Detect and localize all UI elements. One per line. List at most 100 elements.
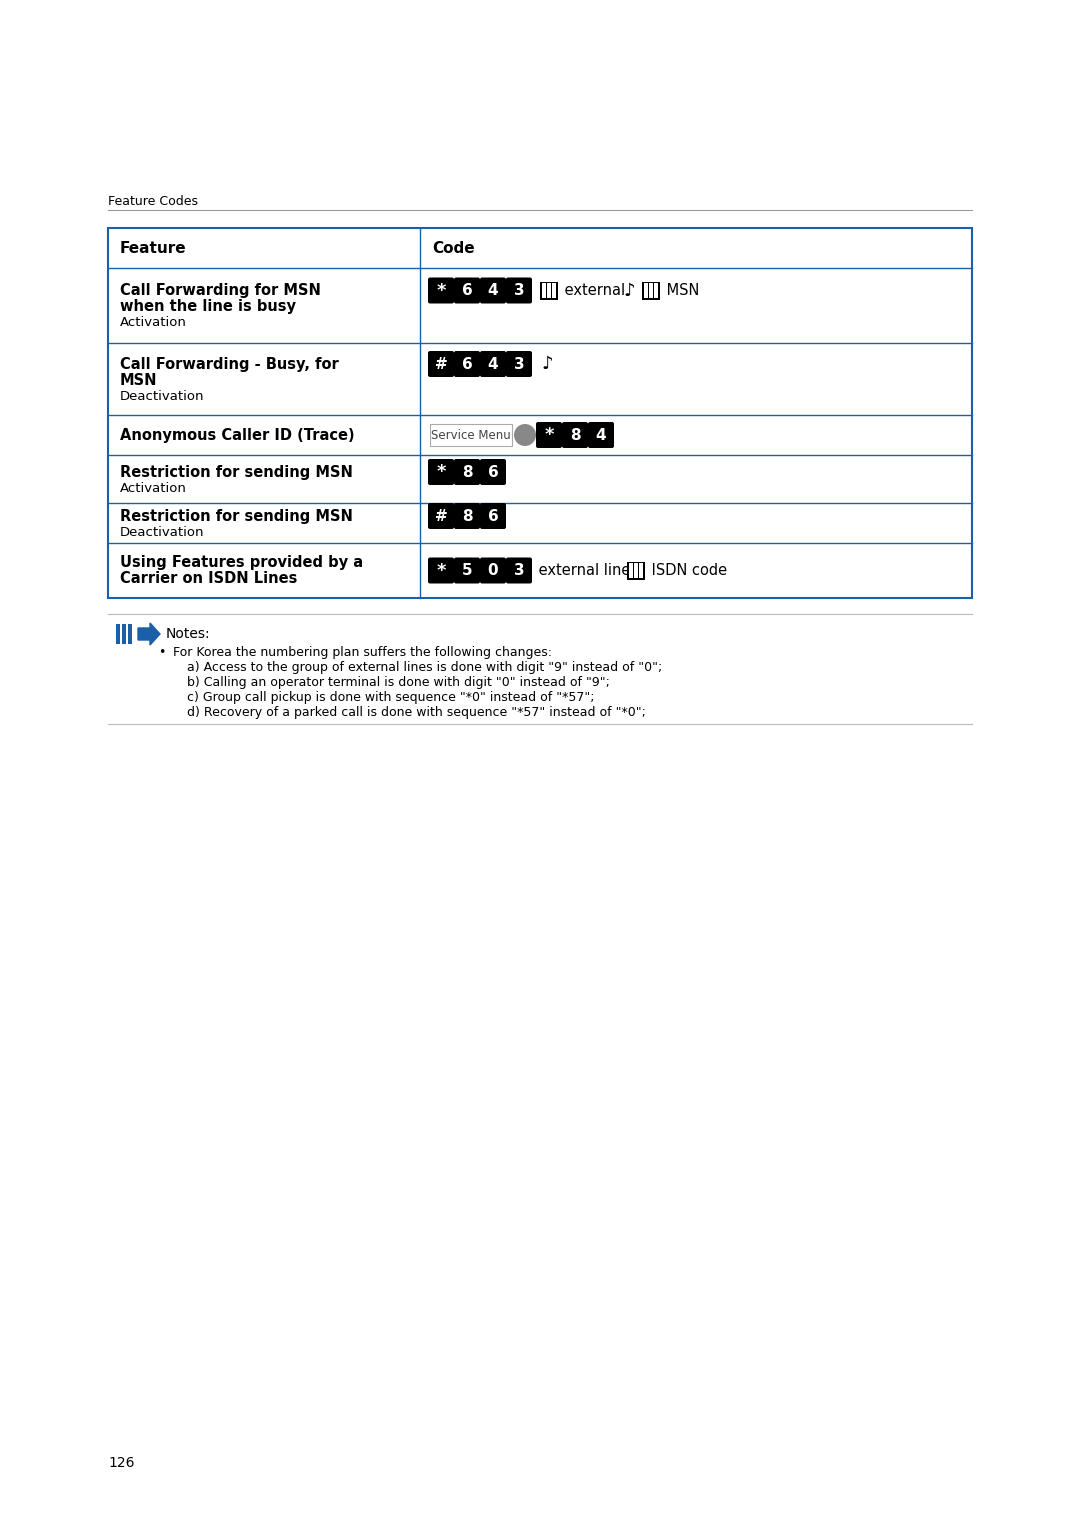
Text: Restriction for sending MSN: Restriction for sending MSN <box>120 465 353 480</box>
FancyBboxPatch shape <box>480 278 507 304</box>
FancyBboxPatch shape <box>562 422 588 448</box>
Text: #: # <box>434 356 447 371</box>
Text: when the line is busy: when the line is busy <box>120 299 296 313</box>
FancyBboxPatch shape <box>428 458 454 484</box>
Text: *: * <box>544 426 554 445</box>
Text: *: * <box>436 281 446 299</box>
Text: 6: 6 <box>488 465 498 480</box>
FancyBboxPatch shape <box>507 558 532 584</box>
Text: external: external <box>561 283 630 298</box>
Polygon shape <box>138 623 160 645</box>
Bar <box>552 293 556 298</box>
Text: Anonymous Caller ID (Trace): Anonymous Caller ID (Trace) <box>120 428 354 443</box>
Text: Carrier on ISDN Lines: Carrier on ISDN Lines <box>120 571 297 587</box>
Text: 3: 3 <box>514 562 524 578</box>
Bar <box>546 293 551 298</box>
FancyBboxPatch shape <box>454 351 480 377</box>
Bar <box>634 564 638 568</box>
Bar <box>629 573 633 578</box>
Text: 5: 5 <box>461 562 472 578</box>
Text: 8: 8 <box>461 465 472 480</box>
Text: 4: 4 <box>488 356 498 371</box>
Text: d) Recovery of a parked call is done with sequence "*57" instead of "*0";: d) Recovery of a parked call is done wit… <box>187 706 646 718</box>
FancyBboxPatch shape <box>428 503 454 529</box>
FancyBboxPatch shape <box>507 278 532 304</box>
Text: b) Calling an operator terminal is done with digit "0" instead of "9";: b) Calling an operator terminal is done … <box>187 675 610 689</box>
Bar <box>552 283 556 287</box>
FancyBboxPatch shape <box>480 458 507 484</box>
Bar <box>653 283 658 287</box>
Text: Restriction for sending MSN: Restriction for sending MSN <box>120 509 353 524</box>
Bar <box>122 623 126 643</box>
Bar <box>542 283 546 287</box>
Text: 4: 4 <box>488 283 498 298</box>
FancyBboxPatch shape <box>480 351 507 377</box>
Bar <box>638 568 644 573</box>
Bar <box>653 289 658 293</box>
FancyBboxPatch shape <box>536 422 562 448</box>
Text: 6: 6 <box>461 356 472 371</box>
Bar <box>649 283 653 287</box>
Text: Feature Codes: Feature Codes <box>108 196 198 208</box>
Bar <box>634 568 638 573</box>
Text: a) Access to the group of external lines is done with digit "9" instead of "0";: a) Access to the group of external lines… <box>187 660 662 674</box>
Text: Feature: Feature <box>120 240 187 255</box>
Text: 126: 126 <box>108 1456 135 1470</box>
FancyBboxPatch shape <box>627 561 645 579</box>
FancyBboxPatch shape <box>454 458 480 484</box>
Text: 4: 4 <box>596 428 606 443</box>
Text: Call Forwarding - Busy, for: Call Forwarding - Busy, for <box>120 356 339 371</box>
FancyBboxPatch shape <box>540 281 558 299</box>
Text: *: * <box>436 561 446 579</box>
Bar <box>644 293 648 298</box>
FancyBboxPatch shape <box>454 558 480 584</box>
FancyBboxPatch shape <box>507 351 532 377</box>
FancyBboxPatch shape <box>454 278 480 304</box>
FancyBboxPatch shape <box>428 558 454 584</box>
Bar <box>542 293 546 298</box>
Bar <box>649 293 653 298</box>
Bar <box>638 573 644 578</box>
Text: *: * <box>436 463 446 481</box>
Bar <box>546 289 551 293</box>
Text: 8: 8 <box>461 509 472 524</box>
Bar <box>653 293 658 298</box>
Bar <box>644 289 648 293</box>
Text: Deactivation: Deactivation <box>120 390 204 402</box>
Text: 8: 8 <box>569 428 580 443</box>
Bar <box>634 573 638 578</box>
Bar <box>629 568 633 573</box>
Bar <box>552 289 556 293</box>
FancyBboxPatch shape <box>642 281 660 299</box>
Bar <box>116 623 120 643</box>
Text: Activation: Activation <box>120 481 187 495</box>
Bar <box>542 289 546 293</box>
Text: ♪: ♪ <box>541 354 553 373</box>
Text: 6: 6 <box>488 509 498 524</box>
FancyBboxPatch shape <box>480 503 507 529</box>
Text: 3: 3 <box>514 356 524 371</box>
Text: c) Group call pickup is done with sequence "*0" instead of "*57";: c) Group call pickup is done with sequen… <box>187 691 594 703</box>
Text: MSN: MSN <box>120 373 158 388</box>
FancyBboxPatch shape <box>428 351 454 377</box>
Text: •: • <box>158 645 165 659</box>
Text: Code: Code <box>432 240 474 255</box>
Bar <box>629 564 633 568</box>
Text: MSN: MSN <box>662 283 700 298</box>
Text: Notes:: Notes: <box>166 626 211 642</box>
Text: Call Forwarding for MSN: Call Forwarding for MSN <box>120 283 321 298</box>
Text: For Korea the numbering plan suffers the following changes:: For Korea the numbering plan suffers the… <box>173 645 552 659</box>
Bar <box>546 283 551 287</box>
Bar <box>644 283 648 287</box>
Text: #: # <box>434 509 447 524</box>
Bar <box>649 289 653 293</box>
Text: Deactivation: Deactivation <box>120 526 204 538</box>
Bar <box>638 564 644 568</box>
FancyBboxPatch shape <box>454 503 480 529</box>
Text: ♪: ♪ <box>623 281 635 299</box>
FancyBboxPatch shape <box>428 278 454 304</box>
FancyBboxPatch shape <box>588 422 615 448</box>
Text: ISDN code: ISDN code <box>647 562 727 578</box>
Circle shape <box>514 423 536 446</box>
Bar <box>129 623 132 643</box>
